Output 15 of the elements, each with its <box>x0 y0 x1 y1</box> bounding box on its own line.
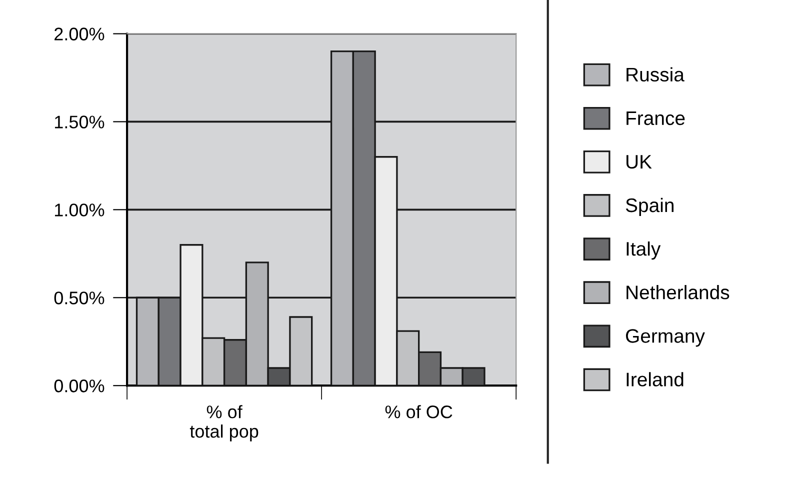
y-tick-label: 1.50% <box>55 116 104 128</box>
legend-label: Italy <box>626 241 661 260</box>
y-tick-label: 0.50% <box>54 292 104 304</box>
y-tick-label: 1.00% <box>55 204 104 216</box>
legend-label: France <box>626 112 685 126</box>
x-tick-label: % of total pop <box>190 405 258 442</box>
x-tick-label: % of OC <box>385 405 452 418</box>
legend-label: Germany <box>626 329 705 347</box>
legend-label: UK <box>626 155 652 169</box>
legend-label: Russia <box>626 67 684 82</box>
y-tick-label: 2.00% <box>54 28 104 40</box>
y-tick-label: 0.00% <box>54 380 104 392</box>
legend-label: Spain <box>626 198 674 216</box>
legend-label: Ireland <box>626 372 684 386</box>
legend-label: Netherlands <box>626 285 730 300</box>
